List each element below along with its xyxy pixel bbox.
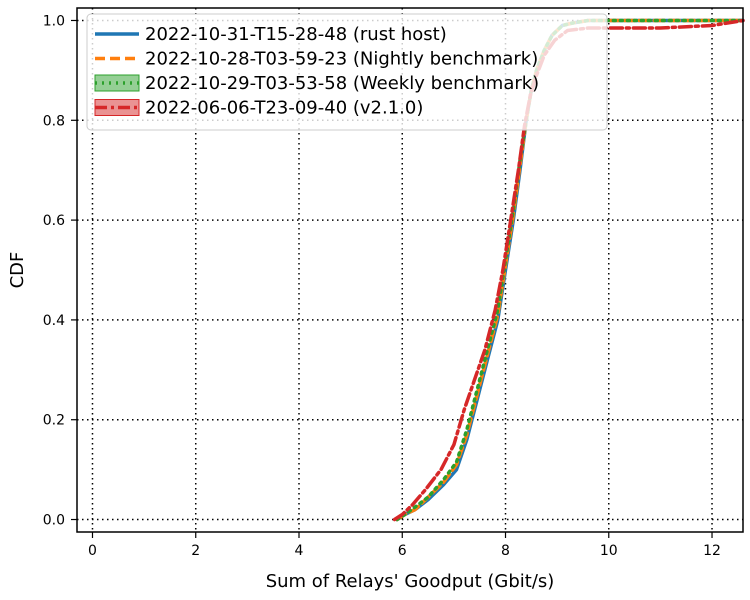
x-tick-label: 0: [88, 543, 97, 559]
y-tick-label: 0.2: [43, 413, 65, 429]
y-tick-label: 0.8: [43, 113, 65, 129]
x-tick-label: 4: [295, 543, 304, 559]
legend-label-4: 2022-06-06-T23-09-40 (v2.1.0): [145, 98, 423, 119]
x-axis-label: Sum of Relays' Goodput (Gbit/s): [266, 571, 555, 592]
legend-label-2: 2022-10-28-T03-59-23 (Nightly benchmark): [145, 49, 538, 70]
x-tick-label: 12: [703, 543, 721, 559]
x-tick-label: 2: [191, 543, 200, 559]
plot-area-frame: [76, 7, 744, 533]
y-axis-label: CDF: [7, 252, 28, 289]
y-tick-label: 0.6: [43, 213, 65, 229]
x-axis-ticks: 0 2 4 6 8 10 12: [88, 532, 721, 559]
x-tick-label: 6: [398, 543, 407, 559]
y-tick-label: 0.4: [43, 313, 65, 329]
legend-label-3: 2022-10-29-T03-53-58 (Weekly benchmark): [145, 73, 539, 94]
y-tick-label: 0.0: [43, 513, 65, 529]
legend-box: [86, 13, 608, 131]
legend-label-1: 2022-10-31-T15-28-48 (rust host): [145, 24, 447, 45]
x-tick-label: 8: [501, 543, 510, 559]
legend: 2022-10-31-T15-28-48 (rust host) 2022-10-…: [86, 13, 608, 131]
y-axis-ticks: 0.0 0.2 0.4 0.6 0.8 1.0: [43, 13, 77, 529]
x-tick-label: 10: [600, 543, 618, 559]
y-tick-label: 1.0: [43, 13, 65, 29]
